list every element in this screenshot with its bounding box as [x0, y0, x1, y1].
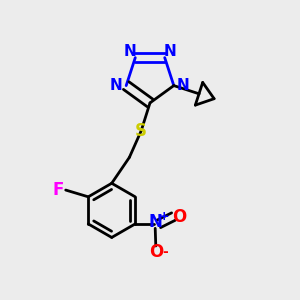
Text: F: F	[53, 181, 64, 199]
Text: N: N	[110, 78, 122, 93]
Text: +: +	[159, 210, 169, 223]
Text: N: N	[149, 213, 163, 231]
Text: N: N	[177, 78, 190, 93]
Text: N: N	[124, 44, 136, 59]
Text: O: O	[172, 208, 187, 226]
Text: -: -	[163, 245, 168, 259]
Text: S: S	[135, 122, 147, 140]
Text: O: O	[149, 243, 163, 261]
Text: N: N	[164, 44, 176, 59]
